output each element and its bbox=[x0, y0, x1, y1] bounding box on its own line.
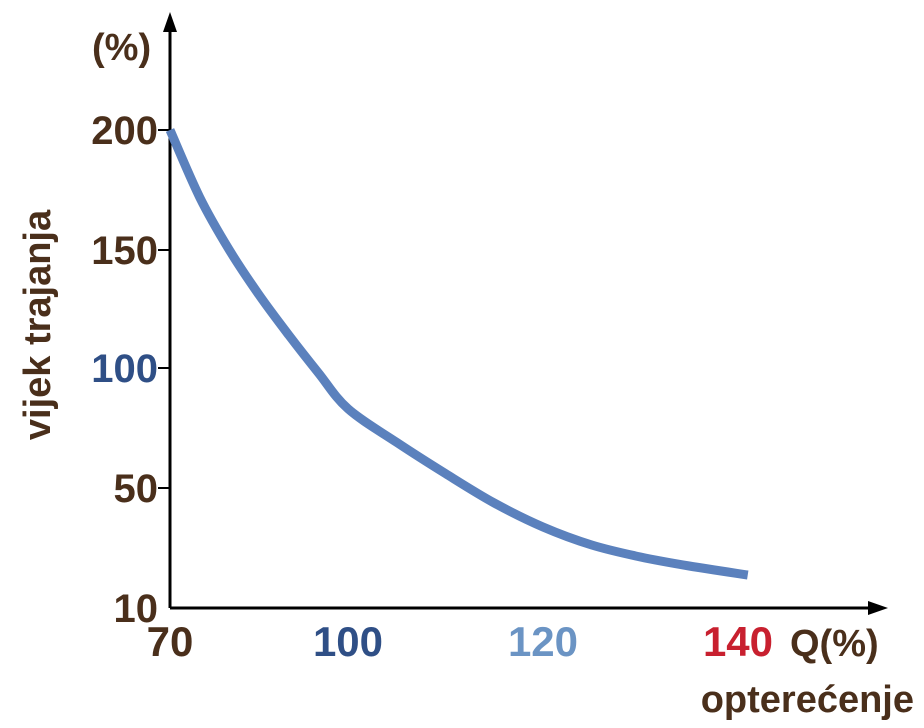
x-tick-label: 140 bbox=[703, 618, 773, 665]
y-tick-label: 50 bbox=[114, 467, 159, 511]
x-tick-label: 120 bbox=[508, 618, 578, 665]
y-axis-arrow bbox=[163, 12, 177, 32]
y-tick-label: 10 bbox=[114, 587, 159, 631]
series-line bbox=[165, 128, 749, 580]
y-tick-label: 150 bbox=[91, 229, 158, 273]
x-axis-title: opterećenje bbox=[701, 679, 914, 721]
x-axis-arrow bbox=[868, 601, 888, 615]
y-tick-label: 100 bbox=[91, 347, 158, 391]
y-axis-title: vijek trajanja bbox=[17, 209, 59, 440]
x-tick-label: 100 bbox=[313, 618, 383, 665]
x-tick-label: 70 bbox=[147, 618, 194, 665]
x-unit-label: Q(%) bbox=[790, 623, 879, 665]
y-unit-label: (%) bbox=[92, 27, 151, 69]
y-tick-label: 200 bbox=[91, 109, 158, 153]
